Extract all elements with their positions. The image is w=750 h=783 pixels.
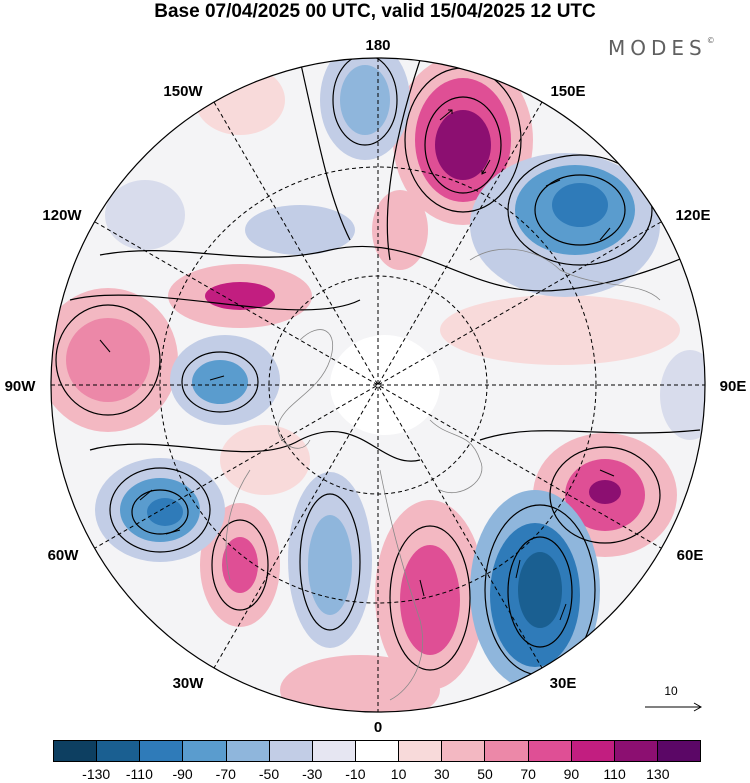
lon-label-30w: 30W [173, 675, 205, 692]
colorbar-tick-label: -130 [82, 766, 111, 782]
geopotential-contours [55, 58, 701, 676]
wind-vectors [99, 109, 615, 621]
lon-label-150e: 150E [550, 83, 585, 100]
colorbar-swatch [183, 741, 227, 761]
reference-vector-label: 10 [664, 684, 678, 698]
map-title: Base 07/04/2025 00 UTC, valid 15/04/2025… [154, 1, 596, 22]
colorbar-tick-label: -70 [215, 766, 236, 782]
colorbar-swatch [355, 741, 400, 761]
colorbar-tick-label: 90 [563, 766, 580, 782]
colorbar-swatch [140, 741, 184, 761]
polar-map: 180 150E 120E 90E 60E 30E 0 30W 60W 90W … [5, 37, 747, 736]
colorbar-swatch [614, 741, 658, 761]
lon-label-120w: 120W [42, 207, 82, 224]
colorbar-tick-label: 110 [603, 766, 626, 782]
reference-vector: 10 [641, 684, 711, 714]
colorbar-tick-label: 50 [477, 766, 493, 782]
colorbar-swatch [528, 741, 572, 761]
lon-label-60w: 60W [48, 547, 80, 564]
graticule [51, 58, 705, 712]
coastlines [225, 248, 661, 701]
colorbar [53, 740, 701, 762]
lon-label-90w: 90W [5, 378, 37, 395]
lon-label-150w: 150W [163, 83, 203, 100]
colorbar-tick-label: 130 [646, 766, 670, 782]
brand-logo: MODES© [608, 36, 715, 60]
colorbar-swatch [312, 741, 356, 761]
map-boundary [50, 57, 706, 713]
reference-arrow-icon [645, 702, 703, 712]
colorbar-swatch [571, 741, 615, 761]
negative-anomalies [95, 58, 705, 690]
brand-mark: © [706, 36, 715, 45]
colorbar-swatch [399, 741, 443, 761]
colorbar-tick-label: 30 [434, 766, 450, 782]
colorbar-swatch [97, 741, 141, 761]
lon-label-0: 0 [374, 719, 382, 736]
colorbar-tick-label: -30 [302, 766, 323, 782]
colorbar-swatch [226, 741, 270, 761]
colorbar-tick-label: -110 [125, 766, 153, 782]
colorbar-tick-label: 10 [390, 766, 407, 782]
pole-region [330, 335, 440, 435]
colorbar-tick-label: -90 [172, 766, 193, 782]
lon-label-30e: 30E [550, 675, 577, 692]
lon-label-120e: 120E [675, 207, 710, 224]
colorbar-swatch [485, 741, 529, 761]
colorbar-tick-label: 70 [520, 766, 536, 782]
colorbar-swatch [54, 741, 98, 761]
colorbar-swatch [442, 741, 486, 761]
lon-label-180: 180 [365, 37, 390, 54]
brand-name: MODES [608, 36, 707, 60]
lon-label-60e: 60E [677, 547, 704, 564]
colorbar-tick-label: -10 [345, 766, 366, 782]
colorbar-tick-label: -50 [258, 766, 280, 782]
colorbar-swatch [269, 741, 313, 761]
colorbar-swatch [657, 741, 701, 761]
colorbar-labels: -130 -110 -90 -70 -50 -30 -10 10 30 50 70 90 110 130 [0, 766, 750, 782]
longitude-labels: 180 150E 120E 90E 60E 30E 0 30W 60W 90W … [5, 37, 747, 736]
lon-label-90e: 90E [720, 378, 747, 395]
